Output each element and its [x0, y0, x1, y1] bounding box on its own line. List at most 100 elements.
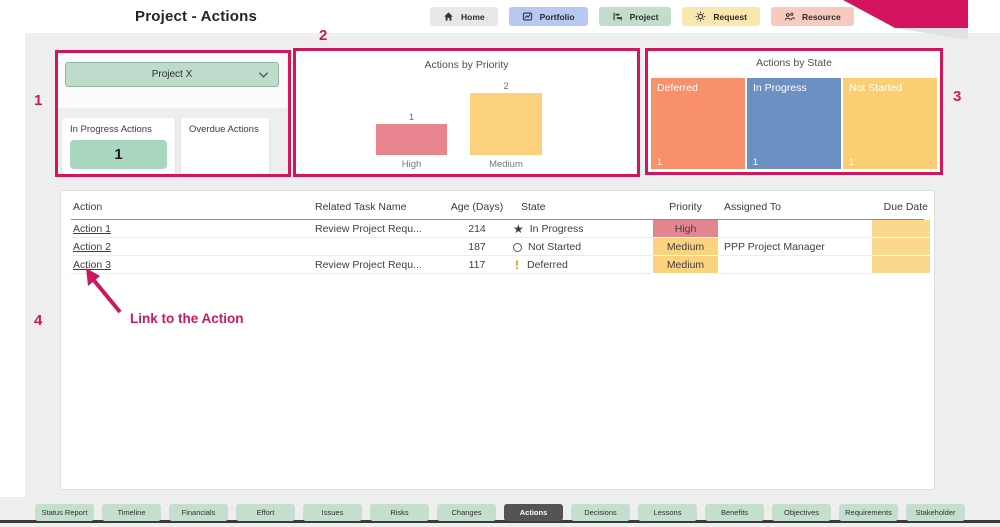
tile-in-progress-value: 1: [753, 157, 759, 167]
nav-project-button[interactable]: Project: [598, 7, 672, 26]
circle-icon: [513, 242, 522, 252]
page-title: Project - Actions: [135, 8, 258, 25]
table-header-row: Action Related Task Name Age (Days) Stat…: [71, 195, 928, 220]
tab-effort[interactable]: Effort: [236, 504, 295, 521]
portfolio-icon: [522, 12, 532, 21]
bar-high-label: High: [401, 159, 422, 170]
state-label: In Progress: [529, 223, 584, 235]
age-cell: 187: [468, 241, 486, 253]
kpi-in-progress-value: 1: [70, 140, 167, 169]
kpi-overdue-label: Overdue Actions: [189, 124, 259, 135]
tile-not-started-label: Not Started: [849, 82, 903, 94]
nav-home-label: Home: [461, 11, 485, 22]
home-icon: [444, 12, 453, 21]
annotation-link-note: Link to the Action: [130, 311, 244, 326]
tab-stakeholder[interactable]: Stakeholder: [906, 504, 965, 521]
col-header-due-date[interactable]: Due Date: [883, 201, 928, 213]
bar-high-rect: [376, 124, 447, 155]
state-chart-title: Actions by State: [756, 57, 832, 69]
related-task-cell: Review Project Requ...: [315, 223, 422, 235]
report-header: Project - Actions Home Portfolio Project…: [0, 0, 1000, 40]
bar-medium[interactable]: 2: [470, 81, 542, 155]
tile-deferred[interactable]: Deferred 1: [651, 78, 745, 169]
project-slicer-card: Project X: [57, 52, 288, 108]
nav-resource-button[interactable]: Resource: [770, 7, 854, 26]
tile-not-started[interactable]: Not Started 1: [843, 78, 937, 169]
state-cell: Not Started: [511, 241, 653, 253]
annotation-marker-1: 1: [34, 92, 43, 109]
tile-in-progress[interactable]: In Progress 1: [747, 78, 841, 169]
project-dropdown[interactable]: Project X: [65, 62, 279, 87]
nav-portfolio-button[interactable]: Portfolio: [508, 7, 588, 26]
tab-decisions[interactable]: Decisions: [571, 504, 630, 521]
star-icon: ★: [513, 223, 524, 235]
tab-actions[interactable]: Actions: [504, 504, 563, 521]
annotation-marker-3: 3: [953, 88, 962, 105]
col-header-related-task[interactable]: Related Task Name: [315, 201, 407, 213]
age-cell: 117: [468, 259, 486, 271]
tab-timeline[interactable]: Timeline: [102, 504, 161, 521]
due-date-cell: [872, 220, 930, 238]
due-date-cell: [872, 256, 930, 274]
bar-high-value: 1: [408, 112, 414, 122]
col-header-age[interactable]: Age (Days): [450, 201, 504, 213]
tile-not-started-value: 1: [849, 157, 855, 167]
tab-issues[interactable]: Issues: [303, 504, 362, 521]
resource-icon: [784, 12, 795, 21]
age-cell: 214: [468, 223, 486, 235]
tab-financials[interactable]: Financials: [169, 504, 228, 521]
col-header-action[interactable]: Action: [73, 201, 103, 213]
nav-home-button[interactable]: Home: [430, 7, 498, 26]
action-3-link[interactable]: Action 3: [73, 259, 111, 271]
annotation-marker-2: 2: [319, 27, 328, 44]
tile-deferred-label: Deferred: [657, 82, 698, 94]
state-label: Deferred: [527, 259, 568, 271]
bar-high[interactable]: 1: [376, 112, 447, 155]
nav-bar: Home Portfolio Project Request Resource: [430, 7, 854, 26]
tab-risks[interactable]: Risks: [370, 504, 429, 521]
kpi-card-overdue: Overdue Actions: [181, 118, 269, 175]
tab-benefits[interactable]: Benefits: [705, 504, 764, 521]
table-row: Action 2 187 Not Started Medium PPP Proj…: [71, 238, 930, 256]
tab-lessons[interactable]: Lessons: [638, 504, 697, 521]
tab-objectives[interactable]: Objectives: [772, 504, 831, 521]
request-icon: [696, 11, 706, 22]
page-tab-bar: Status Report Timeline Financials Effort…: [35, 504, 965, 521]
exclamation-icon: !: [515, 259, 519, 271]
priority-chart-title: Actions by Priority: [424, 59, 509, 71]
col-header-priority[interactable]: Priority: [669, 201, 702, 213]
nav-request-label: Request: [713, 11, 747, 22]
state-cell: ! Deferred: [511, 259, 653, 271]
assigned-to-cell: PPP Project Manager: [724, 241, 825, 253]
tile-in-progress-label: In Progress: [753, 82, 807, 94]
col-header-state[interactable]: State: [521, 201, 546, 213]
due-date-cell: [872, 238, 930, 256]
actions-by-state-treemap: Actions by State Deferred 1 In Progress …: [648, 51, 940, 172]
bar-medium-value: 2: [503, 81, 509, 91]
chevron-down-icon: [258, 72, 269, 78]
bottom-divider: [0, 520, 1000, 523]
corner-ribbon-decoration: [843, 0, 968, 40]
tab-changes[interactable]: Changes: [437, 504, 496, 521]
tile-deferred-value: 1: [657, 157, 663, 167]
kpi-card-in-progress: In Progress Actions 1: [62, 118, 175, 175]
action-1-link[interactable]: Action 1: [73, 223, 111, 235]
actions-by-priority-chart: Actions by Priority 1 2 High Medium: [296, 51, 637, 174]
project-icon: [613, 12, 622, 21]
state-label: Not Started: [528, 241, 582, 253]
annotation-arrow: [86, 268, 122, 314]
priority-cell: Medium: [653, 238, 718, 256]
nav-request-button[interactable]: Request: [682, 7, 760, 26]
action-2-link[interactable]: Action 2: [73, 241, 111, 253]
nav-project-label: Project: [629, 11, 659, 22]
col-header-assigned-to[interactable]: Assigned To: [724, 201, 782, 213]
kpi-in-progress-label: In Progress Actions: [70, 124, 152, 135]
nav-resource-label: Resource: [801, 11, 841, 22]
bar-medium-label: Medium: [489, 159, 523, 170]
treemap-tiles: Deferred 1 In Progress 1 Not Started 1: [651, 78, 937, 169]
actions-table: Action Related Task Name Age (Days) Stat…: [60, 190, 935, 490]
tab-status-report[interactable]: Status Report: [35, 504, 94, 521]
nav-portfolio-label: Portfolio: [539, 11, 575, 22]
priority-cell: Medium: [653, 256, 718, 274]
tab-requirements[interactable]: Requirements: [839, 504, 898, 521]
